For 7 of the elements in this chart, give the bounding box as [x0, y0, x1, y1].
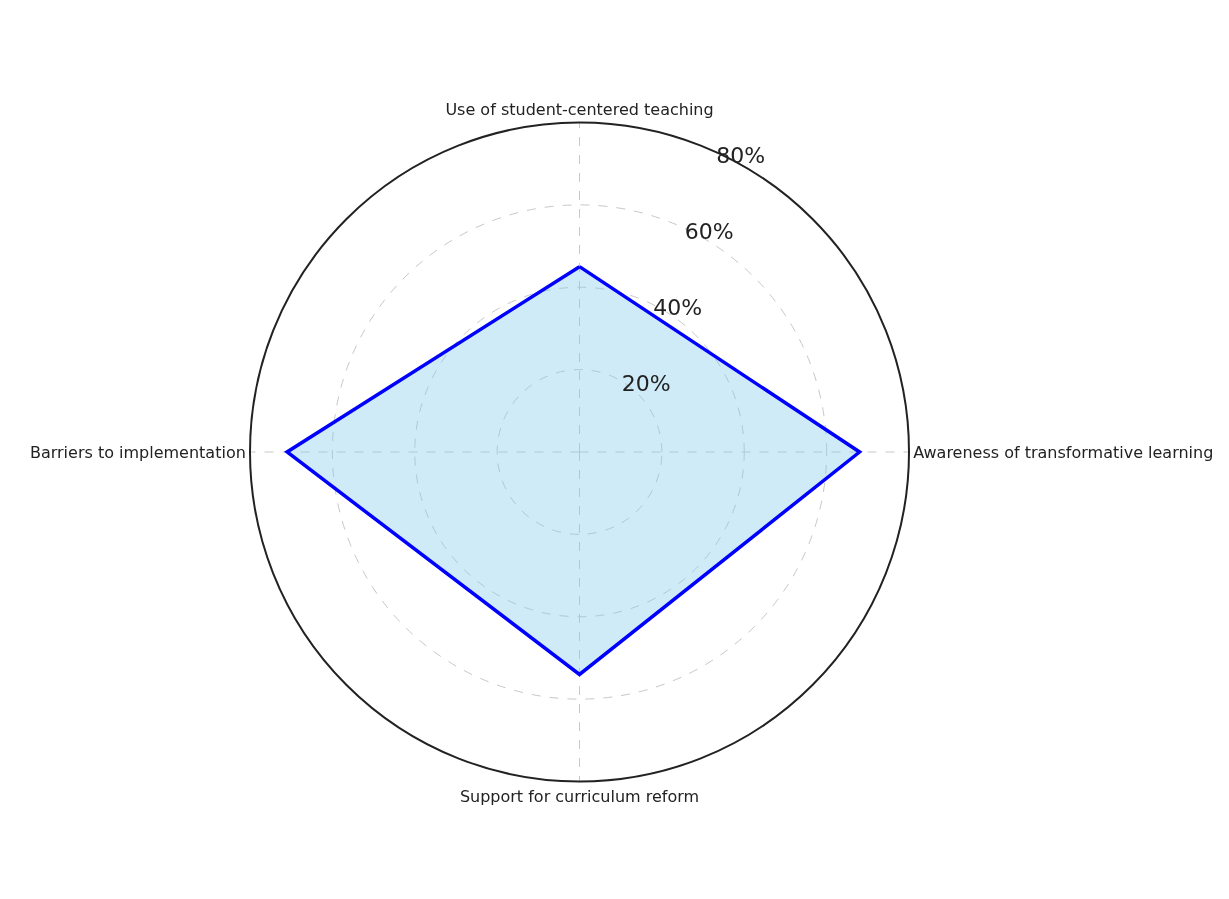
spoke-label: Awareness of transformative learning [913, 442, 1214, 462]
spoke-label: Support for curriculum reform [459, 786, 700, 806]
spoke-label: Use of student-centered teaching [445, 100, 714, 120]
spoke-label: Barriers to implementation [29, 442, 246, 462]
y-tick-label: 20% [621, 371, 671, 397]
y-tick-label: 40% [653, 295, 703, 321]
y-tick-label: 60% [684, 219, 734, 245]
